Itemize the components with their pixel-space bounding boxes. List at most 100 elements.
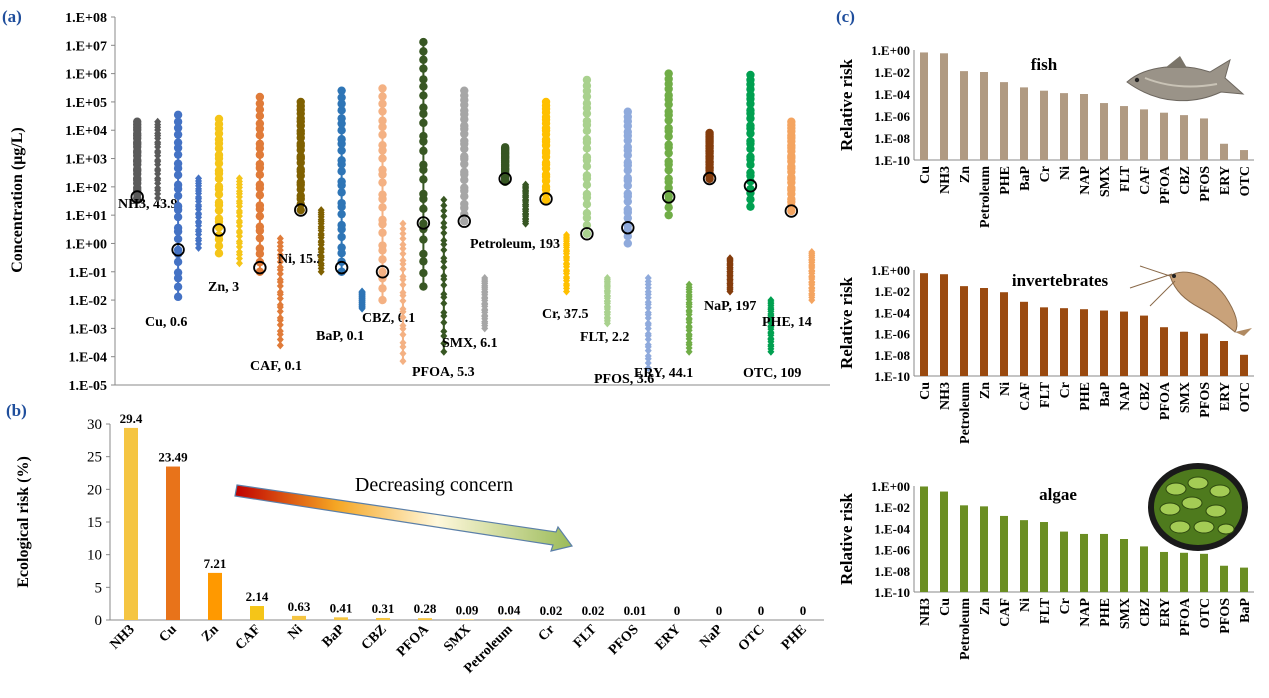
y-tick-label: 5 bbox=[95, 580, 103, 596]
x-tick-label: FLT bbox=[1118, 165, 1133, 192]
y-tick-label: 1.E-02 bbox=[874, 284, 910, 299]
y-tick-label: 1.E+08 bbox=[65, 11, 107, 26]
y-tick-label: 1.E-02 bbox=[874, 500, 910, 515]
relative-risk-chart-algae: 1.E+00 1.E-02 1.E-04 1.E-06 1.E-08 1.E-10 Rela… bbox=[837, 479, 1254, 660]
data-point-Zn-tox bbox=[235, 237, 243, 246]
data-point-CAF-tox bbox=[276, 341, 284, 350]
median-label-Cr: Cr, 37.5 bbox=[542, 307, 589, 322]
y-tick-label: 1.E-06 bbox=[874, 543, 910, 558]
data-point-OTC bbox=[746, 195, 755, 204]
chart-title: algae bbox=[1039, 485, 1077, 504]
data-point-SMX bbox=[460, 217, 469, 226]
data-point-CBZ bbox=[378, 84, 387, 93]
bar-value-label: 23.49 bbox=[158, 450, 188, 465]
data-point-NH3-tox bbox=[154, 183, 162, 192]
median-label-SMX: SMX, 6.1 bbox=[442, 336, 498, 351]
bar-CAF bbox=[1140, 109, 1148, 160]
data-point-PFOA bbox=[419, 91, 428, 100]
data-point-Cu bbox=[173, 123, 183, 133]
data-point-PFOA bbox=[419, 118, 428, 128]
data-point-PFOA bbox=[419, 257, 428, 266]
data-point-OTC bbox=[746, 152, 755, 161]
data-point-Cu bbox=[173, 212, 183, 222]
fish-icon bbox=[1126, 56, 1245, 102]
data-point-CAF bbox=[255, 201, 265, 210]
data-point-BaP bbox=[337, 126, 346, 135]
data-point-PFOS bbox=[623, 189, 633, 198]
bar-value-label: 0.02 bbox=[540, 603, 563, 618]
data-point-CBZ bbox=[378, 99, 387, 108]
median-marker-NH3 bbox=[130, 190, 144, 204]
data-point-Cr bbox=[541, 97, 551, 107]
data-point-PFOS bbox=[623, 205, 633, 214]
data-point-FLT bbox=[582, 116, 592, 126]
x-tick-label: PFOA bbox=[394, 622, 432, 660]
y-tick-label: 1.E-08 bbox=[874, 348, 910, 363]
y-tick-label: 1.E+02 bbox=[65, 181, 107, 196]
bar-Cr bbox=[1060, 531, 1068, 592]
x-tick-label: Petroleum bbox=[958, 598, 973, 660]
y-tick-label: 1.E-05 bbox=[69, 379, 108, 394]
data-point-CAF bbox=[255, 170, 265, 179]
data-point-NH3-tox bbox=[154, 174, 162, 183]
data-point-CBZ bbox=[378, 140, 387, 150]
y-tick-label: 1.E+00 bbox=[871, 263, 910, 278]
data-point-PFOA bbox=[419, 160, 428, 170]
data-point-CBZ bbox=[378, 92, 387, 101]
data-point-PFOA-tox bbox=[440, 272, 448, 281]
data-point-CAF-tox bbox=[276, 313, 284, 322]
median-label-Petroleum: Petroleum, 193 bbox=[470, 237, 560, 252]
data-point-PFOA bbox=[419, 249, 428, 259]
x-tick-label: BaP bbox=[1018, 166, 1033, 191]
y-axis-title: Relative risk bbox=[837, 492, 856, 585]
chart-title: invertebrates bbox=[1012, 271, 1109, 290]
data-point-PFOA bbox=[419, 64, 428, 73]
data-point-CAF bbox=[255, 131, 265, 140]
shrimp-icon bbox=[1129, 265, 1252, 336]
data-point-Ni-tox bbox=[317, 206, 325, 215]
data-point-Cr bbox=[541, 158, 551, 167]
data-point-FLT bbox=[582, 229, 592, 238]
y-tick-label: 1.E+05 bbox=[65, 96, 107, 111]
bar-PHE bbox=[1080, 309, 1088, 376]
y-axis-title: Ecological risk (%) bbox=[15, 456, 32, 588]
data-point-Petroleum bbox=[500, 143, 510, 152]
median-label-Cu: Cu, 0.6 bbox=[145, 315, 187, 330]
data-point-CAF-tox bbox=[276, 294, 284, 303]
bar-CBZ bbox=[1140, 315, 1148, 376]
data-point-CBZ bbox=[378, 116, 387, 125]
algae-icon bbox=[1148, 463, 1248, 551]
x-tick-label: NH3 bbox=[938, 166, 953, 194]
y-tick-label: 1.E-04 bbox=[69, 351, 108, 366]
data-point-NH3 bbox=[133, 117, 142, 126]
data-point-PFOA bbox=[419, 235, 428, 244]
median-label-PFOS: PFOS, 3.6 bbox=[594, 372, 654, 387]
data-point-CAF bbox=[255, 233, 265, 243]
data-point-PFOS-tox bbox=[644, 329, 652, 338]
x-tick-label: Zn bbox=[978, 598, 993, 615]
data-point-CBZ-tox bbox=[399, 265, 407, 274]
data-point-BaP bbox=[337, 114, 346, 123]
x-tick-label: NAP bbox=[1078, 166, 1093, 195]
data-point-CBZ-tox bbox=[399, 249, 407, 258]
data-point-PFOA-tox bbox=[440, 308, 448, 317]
data-point-PHE-tox bbox=[808, 247, 816, 256]
bar-value-label: 2.14 bbox=[246, 589, 269, 604]
data-point-Cu bbox=[173, 191, 183, 201]
decreasing-concern-arrow bbox=[234, 484, 574, 552]
data-point-CAF-tox bbox=[276, 263, 284, 272]
data-point-ERY bbox=[664, 174, 673, 183]
x-tick-label: CBZ bbox=[1178, 166, 1193, 195]
data-point-CBZ-tox bbox=[399, 219, 407, 228]
data-point-PFOS bbox=[623, 239, 633, 248]
data-point-PFOA-tox bbox=[440, 212, 448, 221]
y-tick-label: 1.E-06 bbox=[874, 109, 910, 124]
x-tick-label: PHE bbox=[1098, 598, 1113, 627]
data-point-Cu bbox=[173, 150, 183, 159]
data-point-PFOA bbox=[419, 82, 428, 91]
data-point-CBZ bbox=[378, 295, 387, 305]
median-marker-SMX bbox=[457, 214, 471, 228]
bar-SMX bbox=[460, 619, 474, 620]
data-point-OTC bbox=[746, 202, 755, 211]
